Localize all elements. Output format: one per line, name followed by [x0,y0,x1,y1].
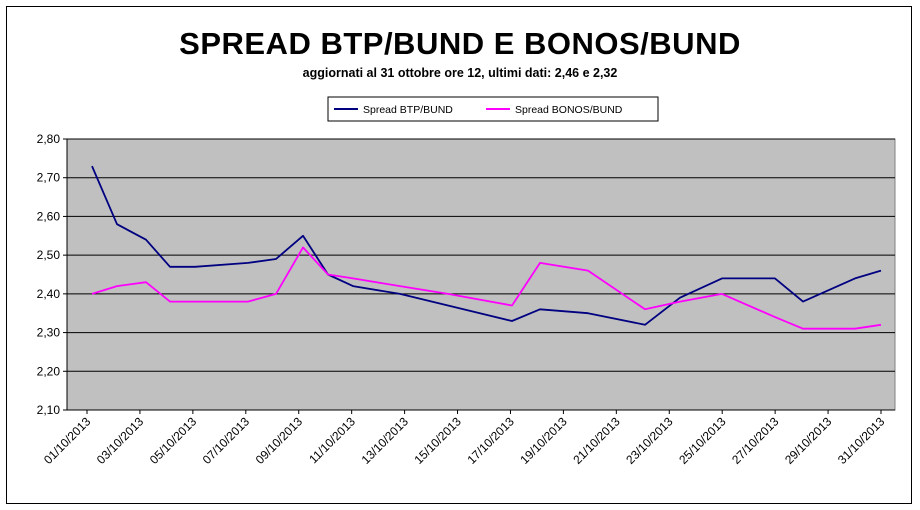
x-tick-label: 07/10/2013 [200,414,253,467]
x-tick-label: 03/10/2013 [94,414,147,467]
y-tick-label: 2,10 [37,403,61,417]
x-tick-label: 15/10/2013 [412,414,465,467]
x-tick-label: 05/10/2013 [147,414,200,467]
y-tick-label: 2,20 [37,364,61,378]
x-tick-label: 27/10/2013 [729,414,782,467]
chart-subtitle: aggiornati al 31 ottobre ore 12, ultimi … [302,66,618,80]
x-tick-label: 31/10/2013 [835,414,888,467]
x-tick-label: 13/10/2013 [359,414,412,467]
y-tick-label: 2,70 [37,171,61,185]
x-tick-label: 11/10/2013 [306,414,358,466]
x-tick-label: 29/10/2013 [782,414,835,467]
chart-title: SPREAD BTP/BUND E BONOS/BUND [179,26,741,61]
x-tick-label: 25/10/2013 [676,414,729,467]
y-tick-label: 2,30 [37,326,61,340]
y-tick-label: 2,40 [37,287,61,301]
x-tick-label: 01/10/2013 [41,414,94,467]
y-tick-label: 2,80 [37,132,61,146]
x-tick-label: 17/10/2013 [464,414,517,467]
series-line-bonos-bund [91,246,882,330]
legend-label: Spread BTP/BUND [363,104,453,116]
plot-area [66,138,896,411]
x-tick-label: 23/10/2013 [623,414,676,467]
legend-label: Spread BONOS/BUND [515,104,623,116]
series-line-btp-bund [91,165,882,326]
x-tick-label: 21/10/2013 [570,414,623,467]
y-tick-label: 2,60 [37,209,61,223]
y-tick-label: 2,50 [37,248,61,262]
x-tick-label: 19/10/2013 [517,414,570,467]
x-tick-label: 09/10/2013 [253,414,306,467]
